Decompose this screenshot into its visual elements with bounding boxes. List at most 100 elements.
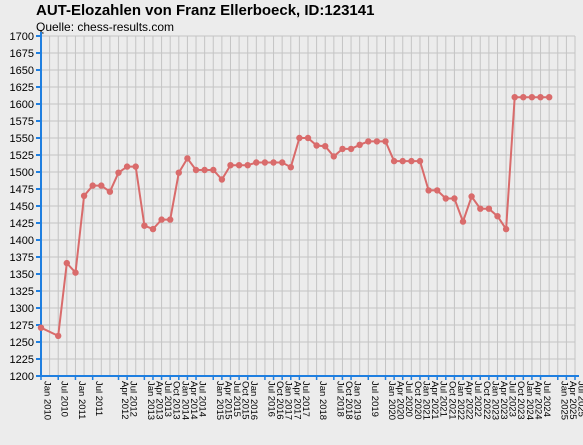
data-point: [149, 225, 157, 233]
x-tick-label: Jan 2021: [420, 381, 431, 420]
data-point: [158, 216, 165, 223]
x-tick-label: Jul 2023: [507, 381, 518, 417]
data-point: [235, 162, 243, 169]
data-point: [270, 159, 277, 166]
data-point: [253, 159, 260, 166]
grid: [40, 35, 576, 377]
data-point: [373, 138, 381, 145]
x-tick-labels: Jan 2010 Jul 2010 Jan 2011 Jul 2011 Apr 2012…: [42, 381, 583, 420]
data-point: [287, 164, 294, 171]
x-tick-label: Jan 2015: [214, 381, 225, 420]
x-tick-label: Apr 2020: [395, 381, 406, 420]
x-tick-label: Jul 2021: [438, 381, 449, 417]
data-point: [434, 187, 441, 194]
data-point: [459, 218, 467, 225]
x-tick-label: Jan 2019: [352, 381, 363, 420]
data-point: [485, 205, 493, 212]
x-tick-label: Jul 2022: [472, 381, 483, 417]
x-tick-label: Jul 2019: [369, 381, 380, 417]
data-point: [279, 159, 286, 166]
y-tick-label: 1225: [10, 354, 34, 366]
data-point: [546, 94, 553, 101]
y-tick-label: 1500: [10, 167, 34, 179]
x-tick-label: Jul 2018: [334, 381, 345, 417]
x-tick-label: Oct 2018: [343, 381, 354, 420]
x-tick-label: Jul 2013: [162, 381, 173, 417]
data-point: [115, 169, 122, 176]
y-tick-label: 1475: [10, 184, 34, 196]
data-point: [313, 142, 320, 149]
data-point: [511, 94, 518, 101]
x-tick-label: Apr 2021: [429, 381, 440, 420]
data-point: [244, 162, 251, 169]
x-tick-label: Jan 2013: [145, 381, 156, 420]
y-tick-labels: 1200 1225 1250 1275 1300 1325 1350 1375 1400 1425…: [10, 31, 34, 383]
x-tick-label: Jan 2010: [42, 381, 53, 420]
data-point: [451, 195, 458, 202]
x-tick-label: Oct 2023: [515, 381, 526, 420]
x-tick-label: Jul 2025: [576, 381, 583, 417]
x-tick-label: Jan 2014: [179, 381, 190, 420]
data-point: [167, 216, 174, 223]
data-point: [408, 157, 415, 165]
data-point: [502, 225, 510, 233]
data-point: [132, 163, 139, 170]
x-tick-label: Apr 2012: [119, 381, 130, 420]
x-tick-label: Apr 2014: [188, 381, 199, 420]
x-tick-label: Jan 2018: [317, 381, 328, 420]
x-tick-label: Oct 2020: [412, 381, 423, 420]
data-point: [520, 94, 527, 101]
x-tick-label: Jul 2016: [265, 381, 276, 417]
data-point: [123, 163, 131, 170]
x-tick-label: Jan 2011: [76, 381, 87, 419]
data-point: [347, 145, 355, 153]
x-tick-label: Oct 2016: [274, 381, 285, 420]
data-point: [261, 159, 269, 166]
data-point: [356, 141, 363, 148]
y-tick-label: 1625: [10, 82, 34, 94]
data-point: [72, 269, 79, 276]
x-tick-label: Apr 2025: [567, 381, 578, 420]
data-point: [98, 182, 105, 189]
y-tick-label: 1600: [10, 99, 34, 111]
y-tick-label: 1550: [10, 133, 34, 145]
x-tick-label: Jan 2023: [489, 381, 500, 420]
x-tick-label: Jul 2010: [59, 381, 70, 417]
x-tick-label: Jul 2015: [231, 381, 242, 417]
data-point: [304, 134, 312, 142]
y-tick-label: 1300: [10, 303, 34, 315]
data-point: [63, 259, 70, 267]
x-tick-label: Apr 2023: [498, 381, 509, 420]
data-point: [184, 155, 191, 162]
y-tick-label: 1675: [10, 48, 34, 60]
series-line-path: [40, 96, 550, 338]
x-tick-label: Oct 2015: [240, 381, 251, 420]
x-tick-label: Jan 2024: [524, 381, 535, 420]
data-point: [425, 187, 432, 194]
series-points: [37, 94, 553, 340]
data-point: [37, 324, 45, 331]
y-tick-label: 1200: [10, 371, 34, 383]
data-point: [210, 166, 217, 174]
x-tick-label: Jan 2017: [283, 381, 294, 420]
x-tick-label: Oct 2022: [481, 381, 492, 420]
y-tick-label: 1650: [10, 65, 34, 77]
x-tick-label: Apr 2022: [464, 381, 475, 420]
x-tick-label: Apr 2013: [153, 381, 164, 420]
data-point: [399, 157, 406, 165]
data-point: [494, 213, 501, 220]
y-tick-label: 1275: [10, 320, 34, 332]
series-line: [40, 96, 550, 338]
data-point: [201, 166, 208, 174]
data-point: [477, 205, 484, 212]
x-tick-label: Jan 2020: [386, 381, 397, 420]
chart-title: AUT-Elozahlen von Franz Ellerboeck, ID:1…: [36, 2, 375, 19]
y-tick-label: 1350: [10, 269, 34, 281]
x-tick-label: Jul 2017: [300, 381, 311, 417]
y-tick-label: 1525: [10, 150, 34, 162]
data-point: [55, 332, 62, 340]
data-point: [528, 94, 536, 101]
data-point: [390, 157, 398, 165]
data-point: [416, 157, 424, 165]
